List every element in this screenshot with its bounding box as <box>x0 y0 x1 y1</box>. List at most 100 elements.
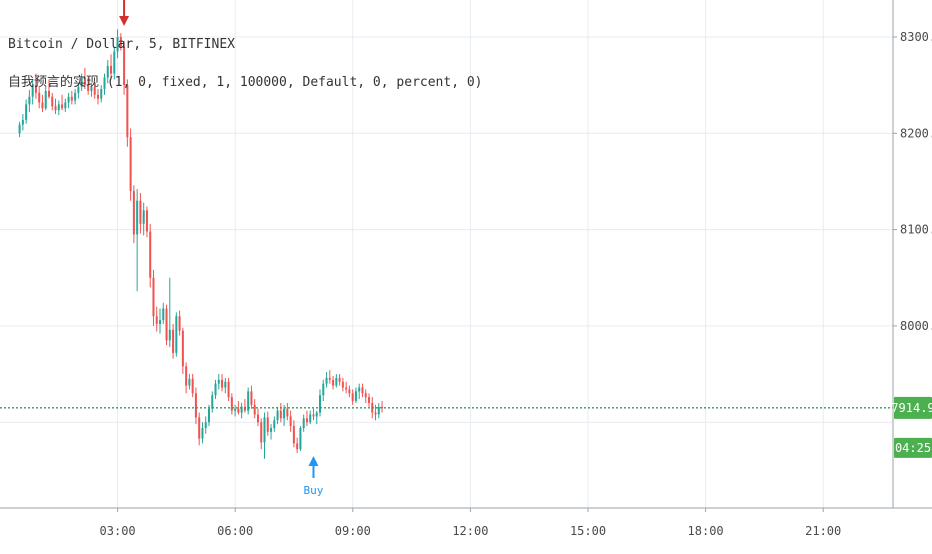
candle-body <box>54 106 57 111</box>
candle-body <box>263 417 266 443</box>
candle-body <box>335 377 338 386</box>
buy-arrow-icon <box>308 456 319 466</box>
candle-body <box>113 51 116 74</box>
time-tick-label: 09:00 <box>335 524 371 538</box>
candle-body <box>328 377 331 380</box>
candle-body <box>152 277 155 317</box>
candle-body <box>194 393 197 418</box>
candle-body <box>57 104 60 111</box>
candle-body <box>155 316 158 324</box>
candle-body <box>253 404 256 415</box>
candle-body <box>351 393 354 402</box>
candle-body <box>207 408 211 423</box>
buy-label: Buy <box>304 484 324 497</box>
candle-body <box>279 410 282 419</box>
symbol-title[interactable]: Bitcoin / Dollar, 5, BITFINEX <box>8 37 235 52</box>
candle-body <box>247 391 250 411</box>
candle-body <box>204 422 207 428</box>
price-tick-label: 8200.0 <box>900 126 932 140</box>
candle-body <box>162 308 165 321</box>
candle-body <box>136 200 139 235</box>
candle-body <box>260 422 263 443</box>
candle-body <box>367 397 371 403</box>
candle-body <box>110 65 113 74</box>
candle-body <box>158 320 162 324</box>
candle-body <box>25 104 28 120</box>
candle-body <box>361 387 364 394</box>
candle-body <box>201 427 204 439</box>
candle-body <box>325 377 328 384</box>
candle-body <box>126 85 129 138</box>
price-tick-label: 8000.0 <box>900 319 932 333</box>
candle-body <box>74 92 77 101</box>
candle-body <box>315 412 318 417</box>
candle-body <box>51 96 54 107</box>
candle-body <box>106 65 109 78</box>
candle-body <box>358 387 361 392</box>
candle-body <box>273 420 276 428</box>
candle-body <box>168 329 171 341</box>
candle-body <box>139 200 142 224</box>
candle-body <box>44 90 47 109</box>
grid-layer <box>0 0 893 508</box>
candle-body <box>83 77 86 86</box>
candle-body <box>332 379 335 386</box>
price-axis-background <box>893 0 932 508</box>
candle-body <box>119 37 122 47</box>
candle-body <box>47 90 51 97</box>
candle-body <box>374 412 377 415</box>
candle-body <box>224 381 227 388</box>
candle-body <box>90 87 93 91</box>
candle-body <box>322 383 325 396</box>
candle-body <box>299 427 302 450</box>
candle-body <box>38 92 41 103</box>
candle-body <box>191 378 194 394</box>
candle-body <box>100 89 103 99</box>
strategy-title[interactable]: 自我预言的实现 (1, 0, fixed, 1, 100000, Default… <box>8 74 483 90</box>
candle-body <box>185 366 188 386</box>
candle-body <box>178 316 181 331</box>
candle-body <box>132 191 135 235</box>
candle-body <box>175 316 178 353</box>
candle-body <box>283 408 286 419</box>
candle-body <box>217 379 220 384</box>
bar-countdown-label: 04:25 <box>895 441 931 455</box>
candle-body <box>64 102 67 109</box>
last-price-label: 7914.9 <box>891 401 932 415</box>
candle-body <box>312 414 315 417</box>
candle-body <box>227 381 230 398</box>
candle-body <box>292 426 295 444</box>
time-tick-label: 18:00 <box>688 524 724 538</box>
price-axis[interactable]: 8300.0 8200.0 8100.0 8000.0 <box>893 30 932 333</box>
candle-body <box>41 102 44 109</box>
price-tick-label: 8100.0 <box>900 223 932 237</box>
time-axis[interactable]: 03:00 06:00 09:00 12:00 15:00 18:00 21:00 <box>100 508 842 538</box>
candle-body <box>96 94 99 99</box>
candle-body <box>214 383 217 396</box>
candle-body <box>165 308 168 341</box>
candle-body <box>18 124 21 134</box>
candle-body <box>250 391 253 405</box>
candle-body <box>230 397 233 411</box>
candle-body <box>354 391 357 402</box>
candle-body <box>296 443 299 450</box>
candle-body <box>309 414 312 423</box>
candle-body <box>243 406 246 411</box>
candle-body <box>211 395 214 409</box>
candle-body <box>103 77 106 90</box>
candle-body <box>93 87 96 95</box>
candle-body <box>145 210 148 232</box>
time-tick-label: 12:00 <box>452 524 488 538</box>
candle-body <box>77 87 80 93</box>
candle-body <box>172 329 175 353</box>
candle-body <box>341 381 344 388</box>
candle-body <box>70 96 73 101</box>
candle-body <box>34 85 37 93</box>
candle-body <box>221 379 224 388</box>
candle-body <box>234 408 237 411</box>
candle-body <box>270 427 273 432</box>
candle-body <box>377 406 380 415</box>
candle-body <box>319 395 322 413</box>
